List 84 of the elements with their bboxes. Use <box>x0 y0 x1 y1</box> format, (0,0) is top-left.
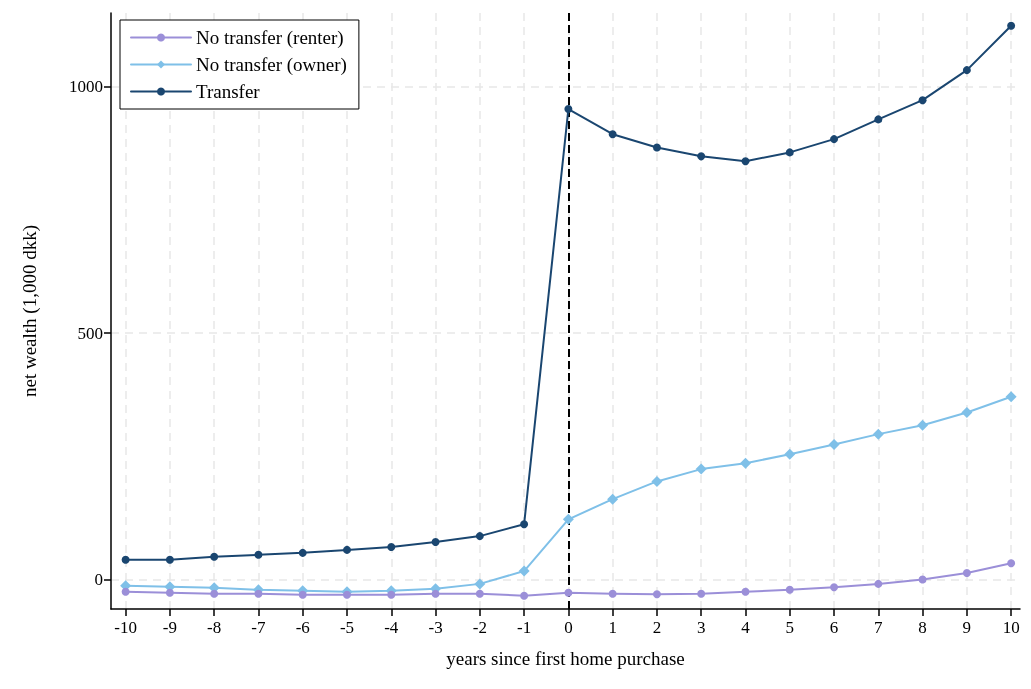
point <box>387 542 396 551</box>
x-tick-label: 2 <box>652 618 662 637</box>
point <box>387 590 396 599</box>
x-tick-label: -3 <box>428 618 443 637</box>
point <box>607 493 619 505</box>
point <box>343 545 351 554</box>
legend-label: No transfer (renter) <box>196 27 344 49</box>
x-tick-label: 8 <box>918 618 927 637</box>
point <box>830 135 839 144</box>
x-tick-label: 0 <box>564 618 573 637</box>
point <box>254 589 263 598</box>
point <box>874 579 883 588</box>
point <box>564 588 573 597</box>
point <box>874 115 883 124</box>
x-tick-label: -10 <box>114 618 137 637</box>
point <box>298 548 307 557</box>
point <box>520 520 529 529</box>
point <box>608 130 617 139</box>
point <box>121 587 130 596</box>
x-tick-label: -1 <box>517 618 532 637</box>
x-tick-label: -5 <box>339 618 355 637</box>
x-tick-label: -9 <box>162 618 177 637</box>
point <box>961 406 973 418</box>
point <box>695 463 707 475</box>
y-tick-label: 1000 <box>69 77 103 97</box>
point <box>210 552 219 561</box>
x-tick-label: -6 <box>295 618 310 637</box>
point <box>785 148 794 157</box>
point <box>121 555 130 564</box>
point <box>165 588 174 597</box>
x-tick-label: -2 <box>472 618 487 637</box>
point <box>872 428 884 440</box>
point <box>431 589 440 598</box>
point <box>785 585 794 594</box>
x-tick-label: 10 <box>1002 618 1020 637</box>
x-tick-label: 3 <box>696 618 706 637</box>
legend-label: No transfer (owner) <box>196 54 347 76</box>
x-tick-label: 5 <box>785 618 795 637</box>
point <box>962 569 971 578</box>
point <box>475 532 484 541</box>
point <box>652 143 661 152</box>
point <box>1007 21 1016 30</box>
x-tick-label: 4 <box>741 618 751 637</box>
x-tick-label: -7 <box>251 618 267 637</box>
point <box>918 575 927 584</box>
point <box>918 96 927 105</box>
y-axis-title: net wealth (1,000 dkk) <box>19 224 41 398</box>
point <box>431 538 440 547</box>
point <box>739 457 751 469</box>
point <box>917 419 929 431</box>
point <box>564 105 573 114</box>
point <box>784 448 796 460</box>
point <box>652 590 661 599</box>
point <box>518 565 530 577</box>
point <box>697 152 706 161</box>
x-tick-label: 7 <box>874 618 884 637</box>
y-tick-label: 500 <box>77 323 103 343</box>
point <box>741 587 750 596</box>
point <box>828 438 840 450</box>
point <box>165 555 174 564</box>
point <box>608 589 617 598</box>
point <box>562 513 574 525</box>
point <box>254 550 263 559</box>
point <box>741 157 750 166</box>
x-tick-label: 9 <box>962 618 972 637</box>
point <box>210 589 219 598</box>
point <box>343 590 351 599</box>
legend-label: Transfer <box>196 81 261 102</box>
point <box>830 583 839 592</box>
point <box>474 578 486 590</box>
point <box>651 475 663 487</box>
x-tick-label: 1 <box>608 618 617 637</box>
x-axis-title: years since first home purchase <box>446 648 685 669</box>
point <box>1005 391 1017 403</box>
point <box>962 66 971 75</box>
point <box>697 589 706 598</box>
x-tick-label: -4 <box>384 618 399 637</box>
x-tick-label: -8 <box>207 618 222 637</box>
point <box>298 590 307 599</box>
point <box>475 589 484 598</box>
x-tick-label: 6 <box>829 618 839 637</box>
point <box>1007 559 1016 568</box>
point <box>520 591 529 600</box>
y-tick-label: 0 <box>94 569 103 589</box>
